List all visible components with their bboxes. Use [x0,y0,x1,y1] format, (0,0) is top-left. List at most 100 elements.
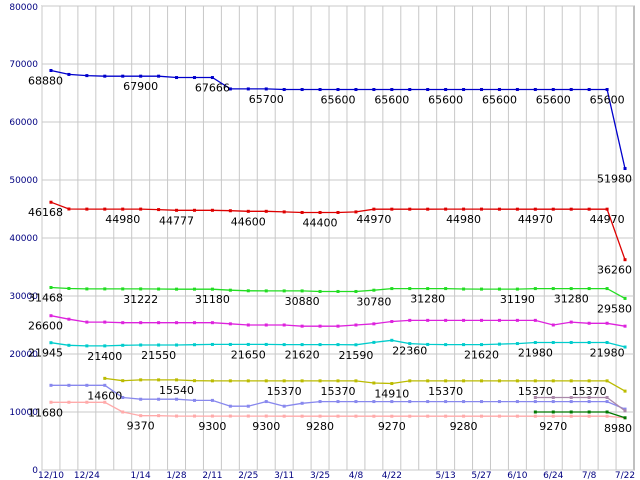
data-point [444,207,448,211]
data-point [372,381,376,385]
data-point [426,379,430,383]
data-point [210,76,214,80]
data-point [318,324,322,328]
data-point [192,321,196,325]
data-label: 67900 [123,80,158,93]
data-point [462,287,466,291]
y-tick-label: 40000 [9,234,38,244]
data-point [282,210,286,214]
data-point [157,287,161,291]
data-point [282,379,286,383]
series [49,338,627,349]
data-point [569,396,573,399]
data-point [157,74,161,78]
data-point [139,321,143,325]
x-tick-label: 7/22 [615,471,635,480]
data-point [623,389,627,393]
data-point [408,207,412,211]
data-point [480,414,484,418]
series [49,285,627,300]
data-label: 9300 [252,420,280,433]
data-point [103,207,107,211]
data-point [85,383,89,387]
series-line [535,411,626,419]
data-point [300,324,304,328]
y-tick-label: 20000 [9,350,38,360]
data-point [569,414,573,418]
x-tick-label: 5/13 [436,471,456,480]
data-point [175,343,179,347]
data-point [551,341,555,345]
data-label: 65600 [590,94,625,107]
data-point [569,88,573,92]
data-point [85,287,89,291]
x-tick-label: 4/8 [349,471,364,480]
data-point [210,287,214,291]
data-point [390,400,394,404]
data-point [444,414,448,418]
data-point [587,396,591,399]
data-point [49,68,53,72]
data-point [49,383,53,387]
data-point [426,287,430,291]
data-point [103,383,107,387]
y-tick-label: 0 [32,466,38,476]
data-point [264,209,268,213]
data-label: 9370 [127,420,155,433]
data-point [192,379,196,383]
y-tick-label: 60000 [9,118,38,128]
data-point [390,382,394,386]
data-point [533,400,537,404]
x-tick-label: 2/11 [202,471,222,480]
data-point [462,414,466,418]
data-label: 15370 [518,385,553,398]
data-point [444,343,448,347]
data-point [408,318,412,322]
data-point [300,289,304,293]
data-point [336,400,340,404]
data-point [282,289,286,293]
data-point [264,379,268,383]
data-label: 21620 [464,349,499,362]
data-label: 65600 [482,94,517,107]
data-label: 14600 [87,389,122,402]
data-label: 26600 [28,320,63,333]
y-axis-ticks: 0 10000 20000 30000 40000 50000 60000 70000 8000… [9,3,38,476]
data-label: 31468 [28,291,63,304]
data-point [408,88,412,92]
data-point [444,88,448,92]
data-point [49,285,53,289]
data-label: 15370 [572,385,607,398]
data-label: 65600 [374,94,409,107]
y-tick-label: 70000 [9,60,38,70]
series [103,376,627,393]
data-point [533,318,537,322]
data-point [390,320,394,324]
data-point [623,296,627,300]
data-label: 21980 [590,347,625,360]
data-point [515,414,519,418]
data-point [605,379,609,383]
data-labels: 68880 67900 67666 65700 65600 65600 65600 65600… [28,74,632,434]
data-label: 44970 [518,213,553,226]
x-tick-label: 3/25 [310,471,330,480]
data-point [67,286,71,290]
data-point [569,320,573,324]
data-point [551,414,555,418]
data-point [300,88,304,92]
data-label: 30780 [356,295,391,308]
data-label: 21650 [231,348,266,361]
data-point [49,341,53,345]
data-point [246,342,250,346]
data-point [551,400,555,404]
data-point [157,208,161,212]
data-point [300,210,304,214]
data-point [480,88,484,92]
data-point [85,74,89,78]
data-point [67,343,71,347]
data-label: 44970 [590,213,625,226]
data-point [121,396,125,399]
data-point [228,288,232,292]
data-point [605,400,609,404]
data-label: 8980 [604,422,632,435]
